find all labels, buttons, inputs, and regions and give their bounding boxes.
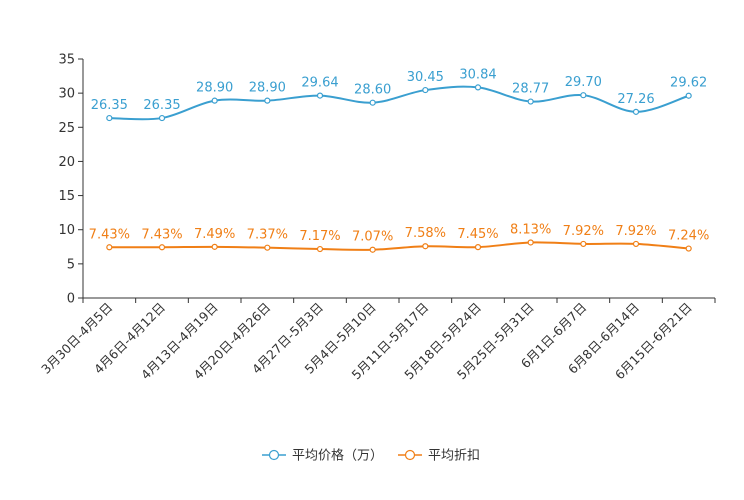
y-tick-label: 5 xyxy=(67,257,75,272)
series-layer: 26.35 26.35 28.90 28.90 29.64 28.60 30.45 30.84… xyxy=(89,67,709,253)
data-point xyxy=(474,244,482,251)
data-point xyxy=(580,240,587,248)
data-point xyxy=(211,97,218,104)
y-tick-label: 30 xyxy=(58,87,75,102)
data-label: 28.90 xyxy=(196,81,233,96)
data-point xyxy=(106,114,113,122)
data-label: 26.35 xyxy=(91,98,128,113)
data-point xyxy=(211,243,218,250)
data-label: 7.37% xyxy=(247,228,288,243)
data-point xyxy=(158,244,166,251)
data-point xyxy=(422,86,429,94)
data-point xyxy=(316,245,324,253)
data-point xyxy=(685,245,692,252)
data-point xyxy=(158,114,166,122)
series-2: 7.43% 7.43% 7.49% 7.37% 7.17% 7.07% 7.58% 7.45%… xyxy=(89,222,709,253)
y-tick-label: 25 xyxy=(58,121,75,136)
data-point xyxy=(316,92,324,99)
data-point xyxy=(527,239,534,246)
data-label: 28.90 xyxy=(249,81,286,96)
y-tick-label: 10 xyxy=(58,223,75,238)
data-label: 7.92% xyxy=(615,224,656,239)
data-label: 7.43% xyxy=(141,227,182,242)
legend-item-1: 平均价格（万） xyxy=(262,448,383,464)
data-point xyxy=(369,99,376,106)
data-label: 29.62 xyxy=(670,76,707,91)
series-line xyxy=(109,241,689,251)
data-label: 7.24% xyxy=(668,229,709,244)
data-label: 8.13% xyxy=(510,222,551,237)
data-point xyxy=(264,97,271,104)
data-label: 30.84 xyxy=(459,67,496,82)
data-label: 7.58% xyxy=(405,226,446,241)
data-label: 26.35 xyxy=(143,98,180,113)
legend-marker-icon xyxy=(268,449,280,461)
data-point xyxy=(527,98,534,105)
data-point xyxy=(264,244,271,251)
y-tick-label: 15 xyxy=(58,189,75,204)
y-tick-label: 35 xyxy=(58,53,75,68)
data-label: 29.70 xyxy=(565,75,602,90)
data-label: 7.49% xyxy=(194,227,235,242)
data-point xyxy=(632,108,640,115)
data-label: 28.60 xyxy=(354,83,391,98)
data-label: 7.07% xyxy=(352,230,393,245)
data-point xyxy=(632,240,640,248)
data-label: 30.45 xyxy=(407,70,444,85)
data-label: 7.92% xyxy=(563,224,604,239)
data-point xyxy=(474,84,482,91)
data-label: 7.43% xyxy=(89,227,130,242)
data-label: 28.77 xyxy=(512,82,549,97)
legend-item-2: 平均折扣 xyxy=(398,449,480,464)
data-label: 27.26 xyxy=(617,92,654,107)
data-point xyxy=(422,243,429,250)
y-axis: 0 5 10 15 20 25 30 35 xyxy=(58,53,84,307)
data-label: 7.17% xyxy=(299,229,340,244)
y-tick-label: 20 xyxy=(58,155,75,170)
series-line xyxy=(109,85,689,121)
y-tick-label: 0 xyxy=(67,292,75,307)
x-axis: 3月30日-4月5日4月6日-4月12日4月13日-4月19日4月20日-4月2… xyxy=(38,297,716,382)
data-point xyxy=(685,92,692,99)
data-label: 29.64 xyxy=(301,76,338,91)
legend-marker-icon xyxy=(404,449,416,461)
data-point xyxy=(106,244,113,251)
series-1: 26.35 26.35 28.90 28.90 29.64 28.60 30.45 30.84… xyxy=(91,67,707,122)
data-label: 7.45% xyxy=(457,227,498,242)
legend-label: 平均价格（万） xyxy=(292,448,383,464)
legend-label: 平均折扣 xyxy=(428,449,480,464)
legend: 平均价格（万） 平均折扣 xyxy=(262,448,480,464)
data-point xyxy=(580,92,587,99)
data-point xyxy=(369,246,376,253)
